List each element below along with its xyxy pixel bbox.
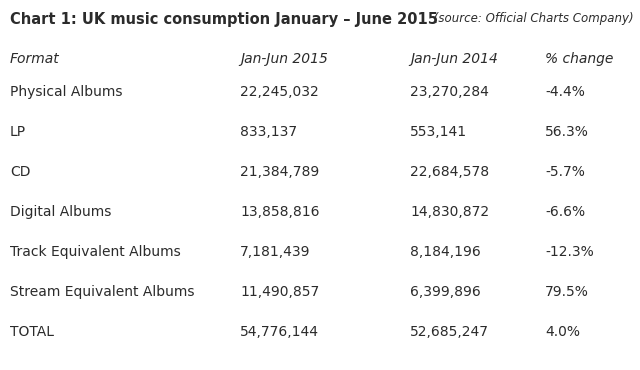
- Text: 13,858,816: 13,858,816: [240, 205, 319, 219]
- Text: Track Equivalent Albums: Track Equivalent Albums: [10, 245, 180, 259]
- Text: 8,184,196: 8,184,196: [410, 245, 481, 259]
- Text: 56.3%: 56.3%: [545, 125, 589, 139]
- Text: -12.3%: -12.3%: [545, 245, 594, 259]
- Text: Jan-Jun 2015: Jan-Jun 2015: [240, 52, 328, 66]
- Text: 79.5%: 79.5%: [545, 285, 589, 299]
- Text: -6.6%: -6.6%: [545, 205, 585, 219]
- Text: 4.0%: 4.0%: [545, 325, 580, 339]
- Text: Jan-Jun 2014: Jan-Jun 2014: [410, 52, 498, 66]
- Text: LP: LP: [10, 125, 26, 139]
- Text: 553,141: 553,141: [410, 125, 467, 139]
- Text: 11,490,857: 11,490,857: [240, 285, 319, 299]
- Text: 52,685,247: 52,685,247: [410, 325, 489, 339]
- Text: 6,399,896: 6,399,896: [410, 285, 481, 299]
- Text: Stream Equivalent Albums: Stream Equivalent Albums: [10, 285, 195, 299]
- Text: 833,137: 833,137: [240, 125, 297, 139]
- Text: -5.7%: -5.7%: [545, 165, 585, 179]
- Text: -4.4%: -4.4%: [545, 85, 585, 99]
- Text: 22,684,578: 22,684,578: [410, 165, 489, 179]
- Text: TOTAL: TOTAL: [10, 325, 54, 339]
- Text: CD: CD: [10, 165, 31, 179]
- Text: % change: % change: [545, 52, 613, 66]
- Text: 14,830,872: 14,830,872: [410, 205, 489, 219]
- Text: 21,384,789: 21,384,789: [240, 165, 319, 179]
- Text: Digital Albums: Digital Albums: [10, 205, 111, 219]
- Text: 22,245,032: 22,245,032: [240, 85, 319, 99]
- Text: 23,270,284: 23,270,284: [410, 85, 489, 99]
- Text: 7,181,439: 7,181,439: [240, 245, 310, 259]
- Text: Format: Format: [10, 52, 60, 66]
- Text: (source: Official Charts Company): (source: Official Charts Company): [430, 12, 634, 25]
- Text: Physical Albums: Physical Albums: [10, 85, 122, 99]
- Text: Chart 1: UK music consumption January – June 2015: Chart 1: UK music consumption January – …: [10, 12, 438, 27]
- Text: 54,776,144: 54,776,144: [240, 325, 319, 339]
